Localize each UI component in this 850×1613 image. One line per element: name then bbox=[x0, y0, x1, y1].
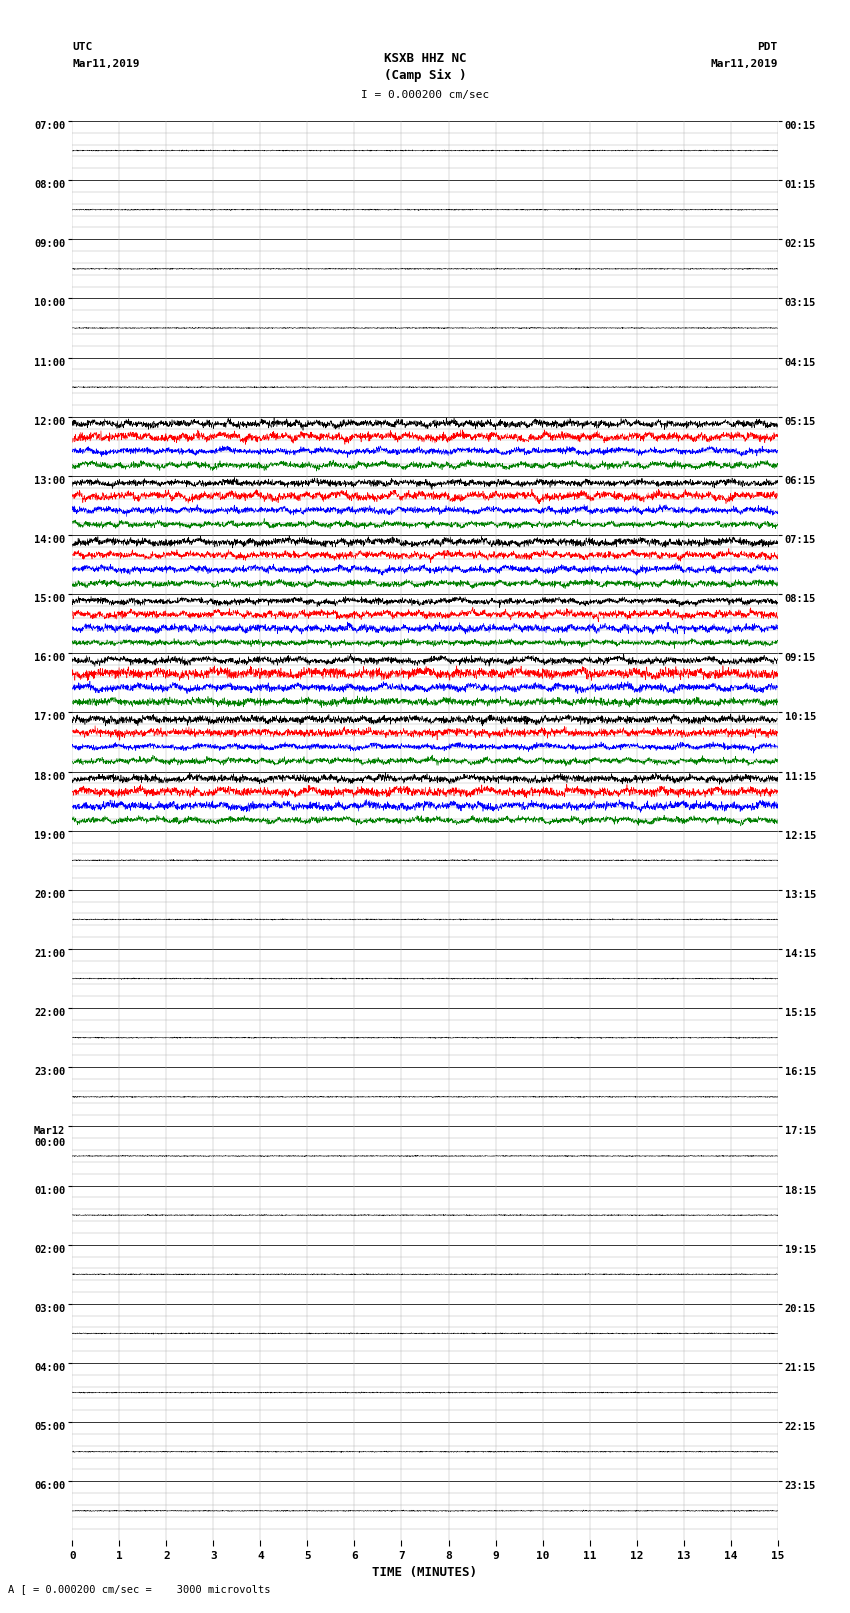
Text: A [ = 0.000200 cm/sec =    3000 microvolts: A [ = 0.000200 cm/sec = 3000 microvolts bbox=[8, 1584, 271, 1594]
X-axis label: TIME (MINUTES): TIME (MINUTES) bbox=[372, 1566, 478, 1579]
Text: Mar11,2019: Mar11,2019 bbox=[711, 60, 778, 69]
Text: Mar11,2019: Mar11,2019 bbox=[72, 60, 139, 69]
Text: I = 0.000200 cm/sec: I = 0.000200 cm/sec bbox=[361, 90, 489, 100]
Text: (Camp Six ): (Camp Six ) bbox=[383, 69, 467, 82]
Text: PDT: PDT bbox=[757, 42, 778, 52]
Text: KSXB HHZ NC: KSXB HHZ NC bbox=[383, 52, 467, 65]
Text: UTC: UTC bbox=[72, 42, 93, 52]
